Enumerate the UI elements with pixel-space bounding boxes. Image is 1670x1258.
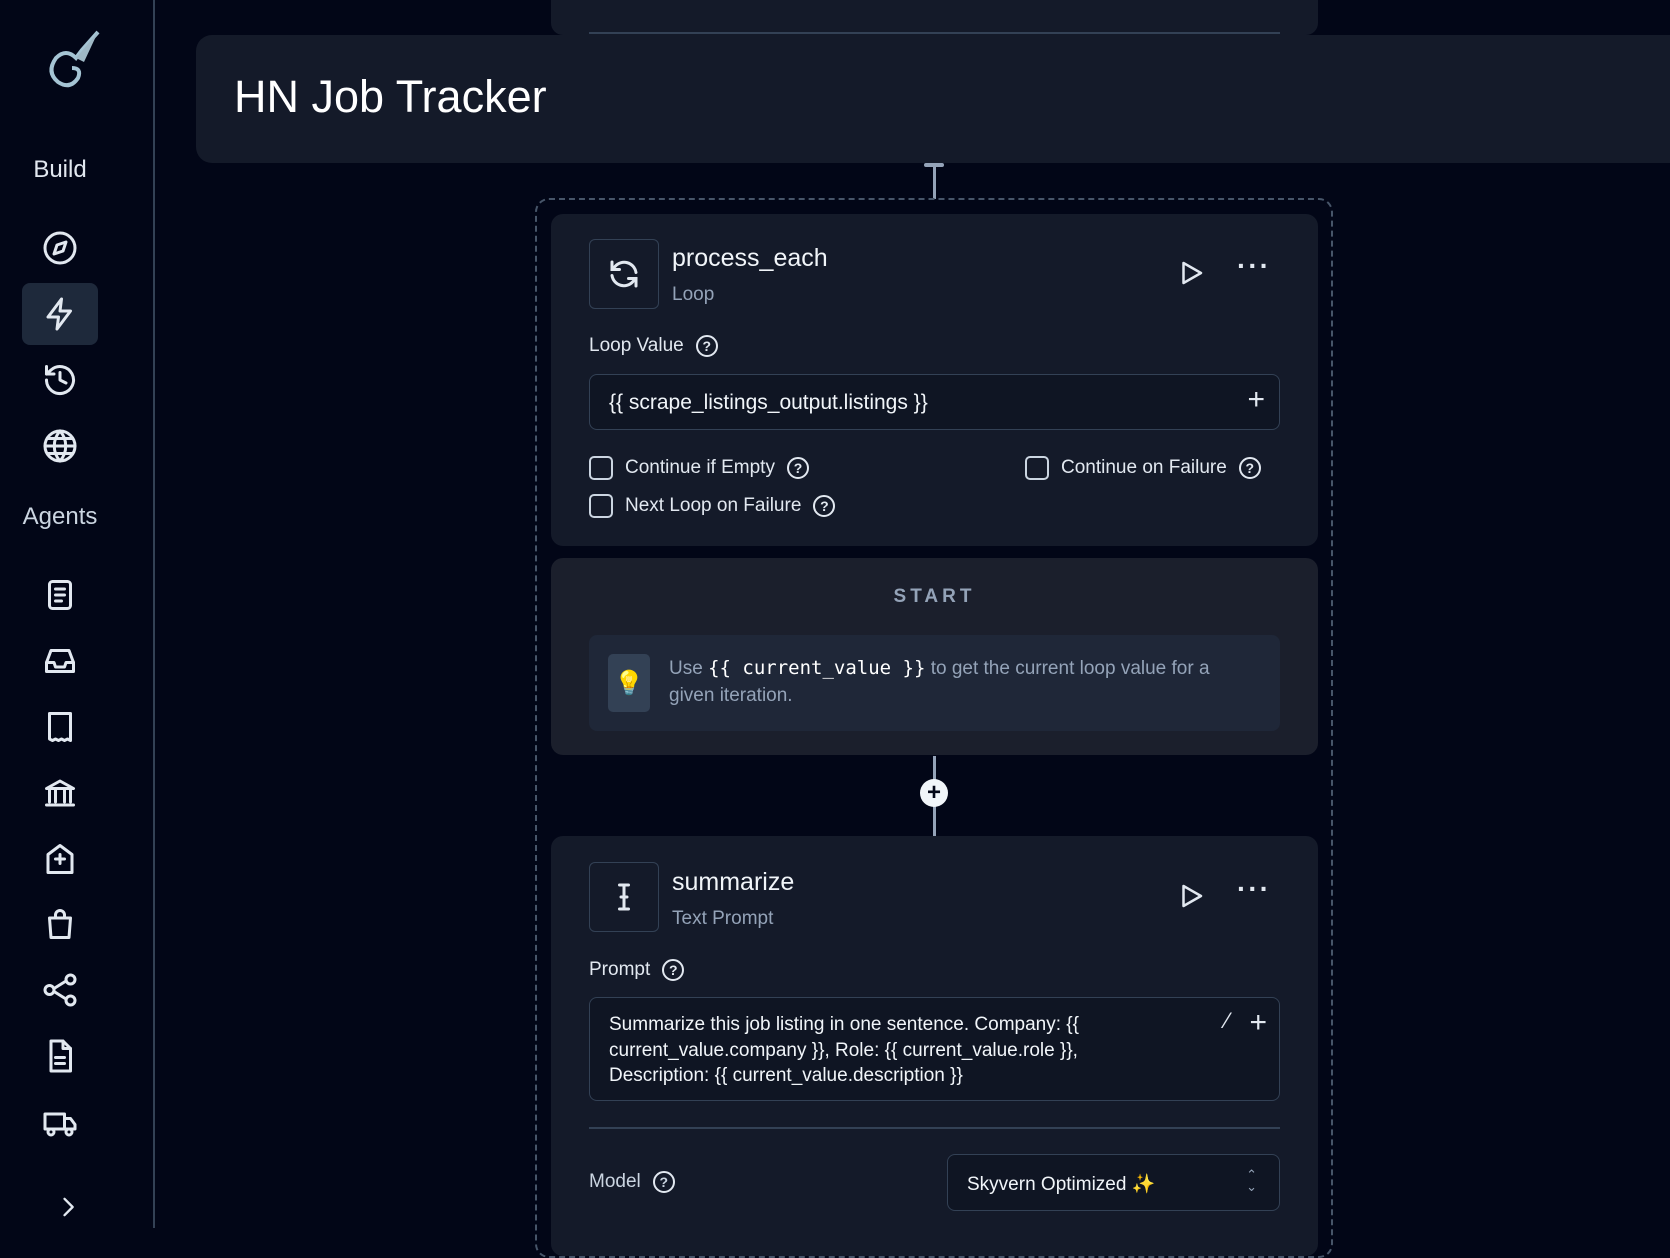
inbox-icon [45, 649, 75, 673]
agent-item-7[interactable] [22, 959, 98, 1021]
workflow-title[interactable]: HN Job Tracker [234, 71, 547, 122]
checkbox[interactable] [589, 456, 613, 480]
block-type: Text Prompt [672, 908, 774, 929]
loop-value-input[interactable]: {{ scrape_listings_output.listings }} + [589, 374, 1280, 430]
chevron-right-icon [63, 1197, 74, 1217]
skyvern-logo[interactable] [36, 28, 104, 96]
block-type: Loop [672, 284, 715, 305]
agent-item-6[interactable] [22, 893, 98, 955]
agent-item-5[interactable] [22, 828, 98, 890]
text-prompt-block[interactable]: summarize Text Prompt ··· Prompt? Summar… [551, 836, 1318, 1256]
model-label: Model? [589, 1171, 675, 1193]
tip-suffix: to get the current loop value for a give… [669, 658, 1210, 706]
bolt-icon [46, 297, 72, 331]
discover-button[interactable] [22, 217, 98, 279]
prompt-label-text: Prompt [589, 959, 651, 980]
model-select-value: Skyvern Optimized ✨ [967, 1174, 1156, 1195]
prompt-text: Summarize this job listing in one senten… [609, 1014, 1079, 1086]
add-block-plus-button[interactable]: + [920, 779, 948, 807]
loop-value-text: {{ scrape_listings_output.listings }} [609, 391, 928, 414]
tip-prefix: Use [669, 658, 703, 679]
agent-item-3[interactable] [22, 696, 98, 758]
prompt-textarea[interactable]: Summarize this job listing in one senten… [589, 997, 1280, 1101]
model-select[interactable]: Skyvern Optimized ✨ ⌃ ⌄ [947, 1154, 1280, 1211]
start-label: START [893, 586, 976, 607]
checkbox-label: Continue if Empty [625, 457, 775, 478]
share-nodes-icon [43, 973, 77, 1007]
history-icon [45, 365, 75, 396]
agent-item-9[interactable] [22, 1092, 98, 1154]
checkbox-label: Continue on Failure [1061, 457, 1227, 478]
globe-icon [43, 429, 77, 463]
file-text-icon [49, 1039, 72, 1073]
help-icon[interactable]: ? [786, 457, 809, 479]
help-icon[interactable]: ? [695, 335, 718, 357]
continue-on-failure-checkbox[interactable]: Continue on Failure? [1025, 456, 1261, 480]
compass-icon [43, 231, 77, 265]
run-block-play-icon[interactable] [1176, 881, 1206, 911]
loop-block[interactable]: process_each Loop ··· Loop Value? {{ scr… [551, 214, 1318, 546]
agent-item-8[interactable] [22, 1025, 98, 1087]
receipt-icon [48, 712, 72, 742]
shopping-bag-icon [48, 909, 72, 939]
agent-item-1[interactable] [22, 564, 98, 626]
loop-value-label: Loop Value? [589, 335, 718, 357]
continue-if-empty-checkbox[interactable]: Continue if Empty? [589, 456, 809, 480]
help-icon[interactable]: ? [662, 959, 685, 981]
loop-start-node: START 💡 Use {{ current_value }} to get t… [551, 558, 1318, 755]
tip-text: Use {{ current_value }} to get the curre… [669, 655, 1249, 709]
expand-sidebar-button[interactable] [30, 1176, 106, 1238]
help-icon[interactable]: ? [813, 495, 836, 517]
next-loop-on-failure-checkbox[interactable]: Next Loop on Failure? [589, 494, 836, 518]
more-options-icon[interactable]: ··· [1237, 250, 1271, 281]
model-label-text: Model [589, 1171, 641, 1192]
browser-button[interactable] [22, 415, 98, 477]
checkbox[interactable] [1025, 456, 1049, 480]
add-parameter-plus-icon[interactable]: + [1249, 1006, 1267, 1039]
text-icon-box [589, 862, 659, 932]
agent-item-4[interactable] [22, 762, 98, 824]
sidebar: Build Agents [0, 0, 155, 1228]
previous-block-card [551, 0, 1318, 35]
loop-icon-box [589, 239, 659, 309]
block-title[interactable]: summarize [672, 868, 795, 896]
history-button[interactable] [22, 349, 98, 411]
magic-wand-icon[interactable]: ⁄ [1225, 1008, 1229, 1033]
hospital-icon [46, 844, 74, 874]
agent-item-2[interactable] [22, 630, 98, 692]
truck-icon [43, 1112, 77, 1137]
tip-box: 💡 Use {{ current_value }} to get the cur… [589, 635, 1280, 731]
bank-icon [45, 779, 75, 807]
run-block-play-icon[interactable] [1176, 258, 1206, 288]
build-section-label: Build [33, 156, 87, 183]
add-parameter-plus-icon[interactable]: + [1247, 383, 1265, 416]
tip-code: {{ current_value }} [708, 657, 926, 679]
loop-icon [610, 260, 638, 288]
block-title[interactable]: process_each [672, 244, 828, 272]
checkbox[interactable] [589, 494, 613, 518]
workflows-button[interactable] [22, 283, 98, 345]
chevron-up-down-icon: ⌃ ⌄ [1246, 1167, 1257, 1194]
help-icon[interactable]: ? [1238, 457, 1261, 479]
checkbox-label: Next Loop on Failure [625, 495, 802, 516]
connector-line [933, 163, 936, 199]
help-icon[interactable]: ? [652, 1171, 675, 1193]
loop-value-label-text: Loop Value [589, 335, 684, 356]
workflow-title-card: HN Job Tracker [196, 35, 1670, 163]
previous-block-divider [589, 32, 1280, 34]
lightbulb-icon: 💡 [608, 654, 650, 712]
document-icon [48, 580, 72, 610]
connector-cap [924, 163, 944, 167]
prompt-label: Prompt? [589, 959, 685, 981]
more-options-icon[interactable]: ··· [1237, 873, 1271, 904]
section-divider [589, 1127, 1280, 1129]
agents-section-label: Agents [22, 503, 98, 530]
text-cursor-icon [618, 883, 630, 911]
